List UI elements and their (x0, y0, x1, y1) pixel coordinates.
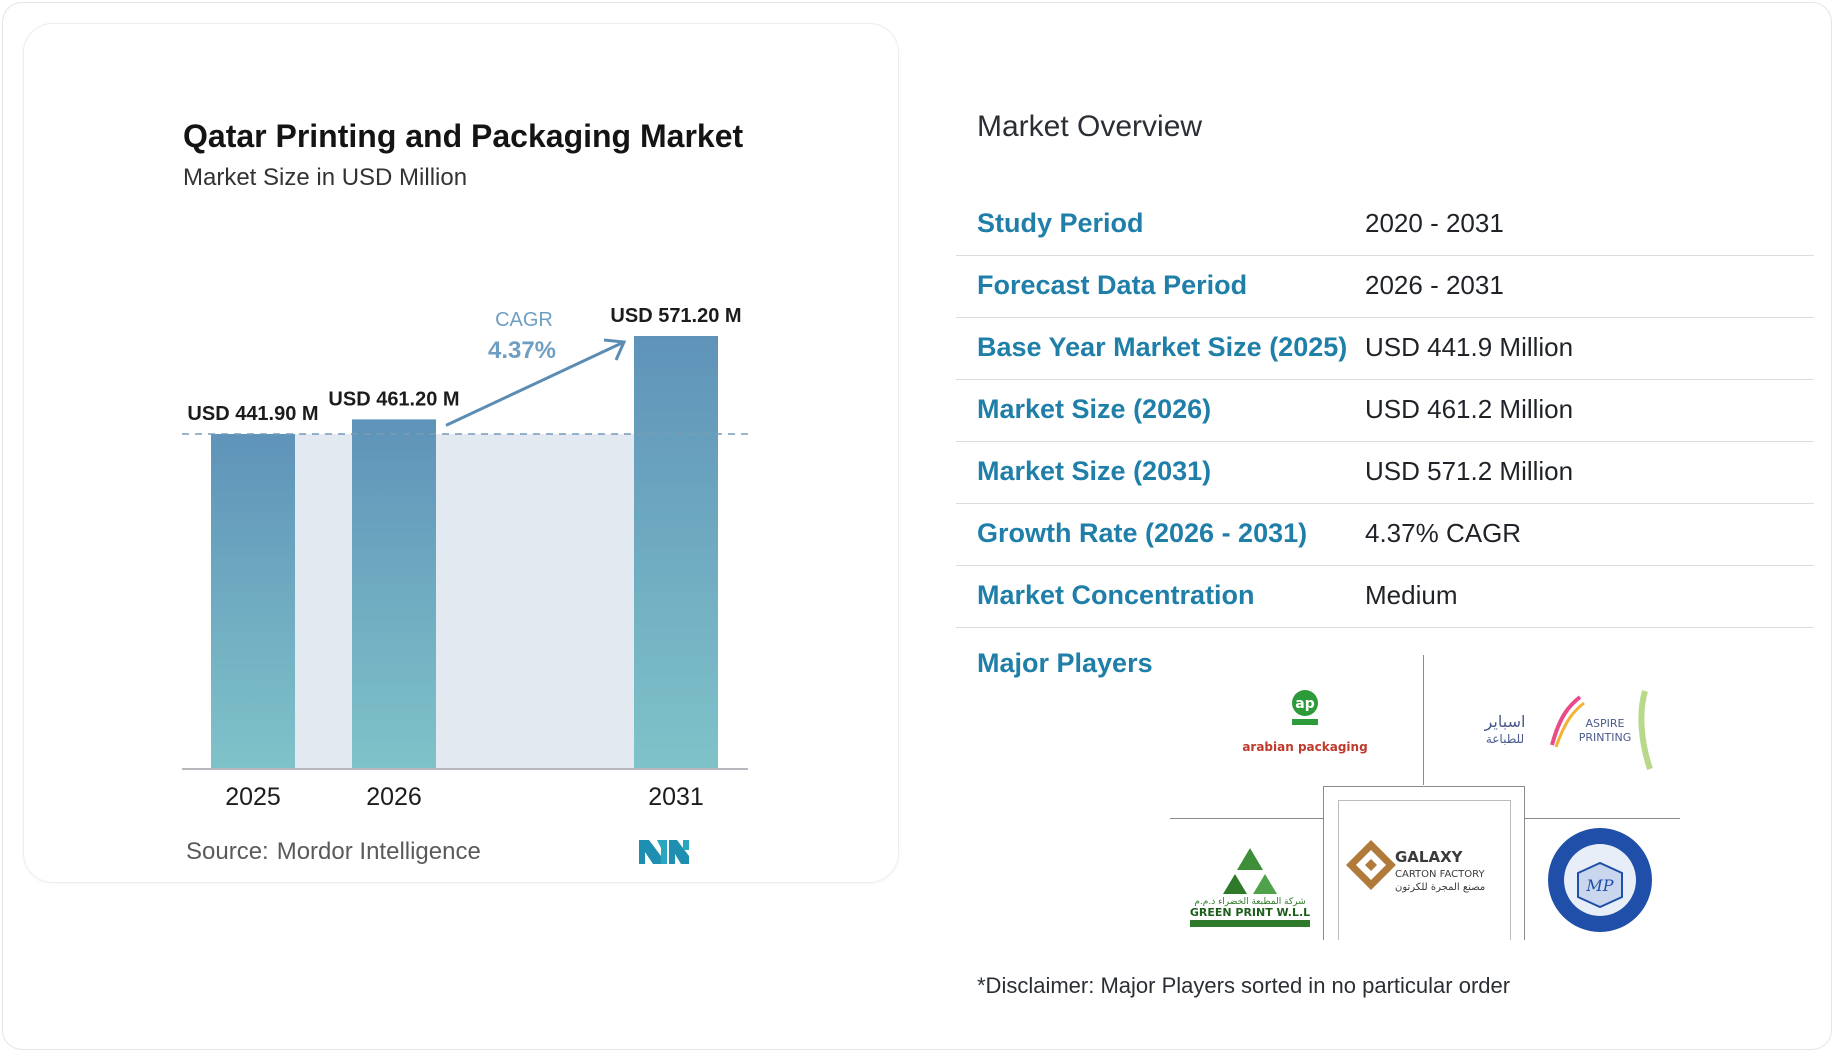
overview-row-label: Market Size (2031) (977, 456, 1212, 486)
overview-row-value: 2020 - 2031 (1365, 208, 1504, 238)
divider (1170, 818, 1324, 819)
aspire-printing-logo: اسباير للطباعة ASPIRE PRINTING (1484, 690, 1653, 770)
overview-row-value: 2026 - 2031 (1365, 270, 1504, 300)
arabian-packaging-logo: ap arabian packaging (1242, 690, 1368, 754)
overview-title: Market Overview (977, 110, 1203, 143)
cagr-label: CAGR (495, 309, 553, 331)
bar-chart: USD 441.90 M USD 461.20 M USD 571.20 M 2025… (182, 305, 750, 811)
svg-text:ASPIRE: ASPIRE (1586, 717, 1625, 730)
svg-text:شركة المطبعة الخضراء ذ.م.م: شركة المطبعة الخضراء ذ.م.م (1194, 897, 1305, 907)
overview-row-label: Base Year Market Size (2025) (977, 332, 1348, 362)
x-tick-label: 2026 (366, 783, 422, 811)
cagr-value: 4.37% (488, 337, 556, 364)
overview-table: Study Period 2020 - 2031 Forecast Data P… (956, 194, 1814, 628)
divider (1338, 800, 1510, 801)
galaxy-carton-factory-logo: GALAXY CARTON FACTORY مصنع المجرة للكرتو… (1346, 840, 1485, 893)
data-label: USD 461.20 M (328, 388, 459, 410)
overview-row-value: USD 571.2 Million (1365, 456, 1574, 486)
overview-row: Market Size (2031) USD 571.2 Million (956, 442, 1814, 504)
bar (634, 336, 718, 769)
svg-text:مصنع المجرة للكرتون: مصنع المجرة للكرتون (1395, 882, 1485, 893)
svg-text:MP: MP (1585, 876, 1613, 895)
divider (1524, 786, 1525, 940)
divider (1510, 800, 1511, 940)
cagr-arrowhead (603, 338, 627, 361)
overview-row: Study Period 2020 - 2031 (956, 194, 1814, 256)
svg-text:PRINTING: PRINTING (1579, 731, 1631, 744)
matco-packaging-logo: MP (1548, 828, 1652, 932)
cagr-arrow (445, 340, 625, 427)
data-label: USD 441.90 M (187, 403, 318, 425)
mordor-intelligence-logo (639, 840, 689, 864)
divider (1338, 800, 1339, 940)
divider (1524, 818, 1680, 819)
major-players-grid: ap arabian packaging اسباير للطباعة ASPI… (1170, 655, 1680, 940)
overview-row-label: Forecast Data Period (977, 270, 1248, 300)
bar (352, 419, 436, 769)
overview-row: Market Concentration Medium (956, 566, 1814, 628)
overview-row: Growth Rate (2026 - 2031) 4.37% CAGR (956, 504, 1814, 566)
disclaimer: *Disclaimer: Major Players sorted in no … (977, 973, 1511, 998)
divider (1323, 786, 1324, 940)
bar (211, 434, 295, 769)
overview-row: Forecast Data Period 2026 - 2031 (956, 256, 1814, 318)
divider (1323, 786, 1525, 787)
overview-row-value: 4.37% CAGR (1365, 518, 1522, 548)
overview-row-label: Market Concentration (977, 580, 1255, 610)
overview-row-label: Growth Rate (2026 - 2031) (977, 518, 1308, 548)
source-value: Mordor Intelligence (276, 838, 481, 865)
overview-row-value: Medium (1365, 580, 1458, 610)
source-line: Source: Mordor Intelligence (186, 838, 481, 866)
svg-text:GREEN PRINT W.L.L: GREEN PRINT W.L.L (1190, 906, 1310, 919)
svg-text:arabian packaging: arabian packaging (1242, 740, 1367, 754)
chart-title: Qatar Printing and Packaging Market (183, 118, 744, 154)
overview-row: Base Year Market Size (2025) USD 441.9 M… (956, 318, 1814, 380)
source-label: Source: (186, 838, 269, 865)
x-tick-label: 2031 (648, 783, 704, 811)
svg-text:GALAXY: GALAXY (1395, 848, 1464, 866)
data-label: USD 571.20 M (610, 305, 741, 327)
svg-text:ap: ap (1295, 696, 1314, 712)
overview-row-value: USD 441.9 Million (1365, 332, 1574, 362)
overview-row: Market Size (2026) USD 461.2 Million (956, 380, 1814, 442)
overview-row-value: USD 461.2 Million (1365, 394, 1574, 424)
green-print-logo: شركة المطبعة الخضراء ذ.م.م GREEN PRINT W… (1190, 848, 1310, 927)
major-players-title: Major Players (977, 648, 1153, 678)
svg-text:اسباير: اسباير (1484, 712, 1526, 732)
x-tick-label: 2025 (225, 783, 281, 811)
svg-text:للطباعة: للطباعة (1486, 732, 1524, 746)
chart-subtitle: Market Size in USD Million (183, 164, 468, 191)
divider (1423, 655, 1424, 785)
overview-row-label: Study Period (977, 208, 1144, 238)
overview-row-label: Market Size (2026) (977, 394, 1212, 424)
svg-text:CARTON FACTORY: CARTON FACTORY (1395, 869, 1485, 880)
